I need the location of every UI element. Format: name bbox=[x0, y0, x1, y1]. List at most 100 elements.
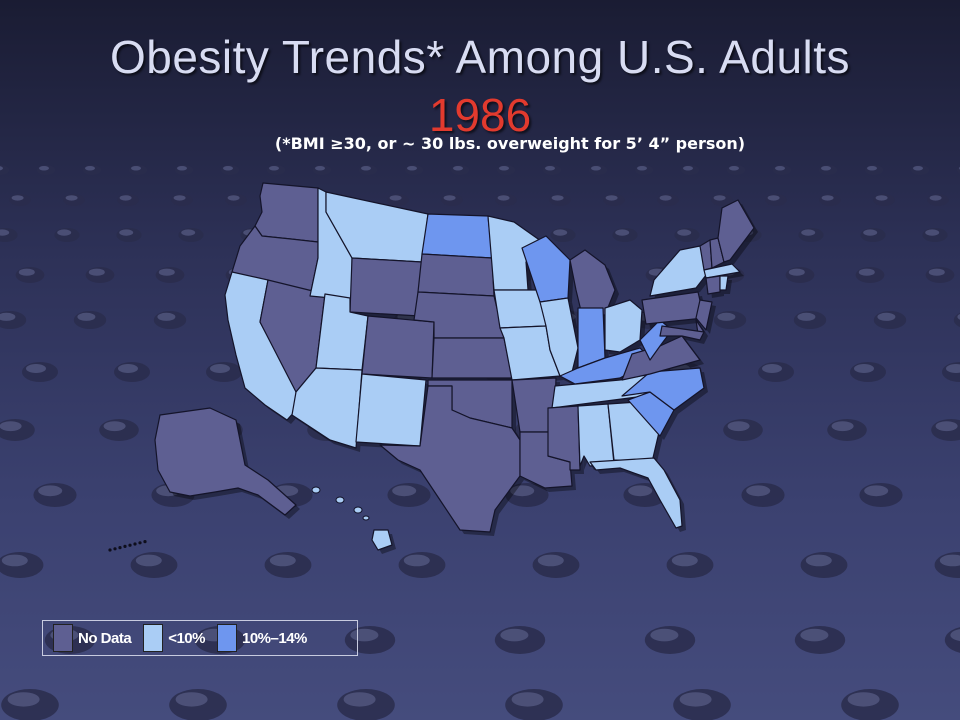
state-sd bbox=[417, 253, 495, 297]
state-hi-island bbox=[353, 506, 363, 514]
background-dot-highlight bbox=[57, 229, 72, 236]
state-ak-aleutian bbox=[133, 542, 137, 546]
page-title: Obesity Trends* Among U.S. Adults bbox=[109, 31, 851, 83]
background-dot-highlight bbox=[729, 166, 739, 171]
background-dot-highlight bbox=[500, 628, 529, 642]
state-hi-island bbox=[362, 515, 370, 521]
background-dot-highlight bbox=[746, 485, 771, 497]
state-fl bbox=[589, 457, 683, 529]
background-dot-highlight bbox=[875, 195, 888, 201]
background-dot-highlight bbox=[131, 166, 141, 171]
state-nj bbox=[695, 299, 713, 331]
state-ak-aleutian bbox=[108, 548, 112, 552]
background-dot-highlight bbox=[867, 166, 877, 171]
background-dot-highlight bbox=[157, 312, 176, 321]
legend-label-10-14: 10%–14% bbox=[241, 629, 307, 647]
background-dot-highlight bbox=[1, 554, 28, 567]
background-dot-highlight bbox=[26, 364, 46, 373]
background-dot-highlight bbox=[935, 421, 958, 432]
background-dot-highlight bbox=[713, 195, 726, 201]
background-dot-highlight bbox=[628, 485, 653, 497]
legend-label-no-data: No Data bbox=[78, 629, 132, 647]
background-dot-highlight bbox=[928, 268, 945, 276]
background-dot-highlight bbox=[361, 166, 371, 171]
background-dot-highlight bbox=[821, 166, 831, 171]
background-dot-highlight bbox=[877, 312, 896, 321]
background-dot-highlight bbox=[11, 195, 24, 201]
background-dot-highlight bbox=[683, 166, 693, 171]
background-dot-highlight bbox=[443, 195, 456, 201]
background-dot-highlight bbox=[39, 166, 49, 171]
state-hi-island bbox=[335, 496, 345, 504]
background-dot-highlight bbox=[177, 166, 187, 171]
state-mi bbox=[569, 249, 616, 316]
background-dot-highlight bbox=[269, 554, 296, 567]
background-dot-highlight bbox=[407, 166, 417, 171]
background-dot-highlight bbox=[821, 195, 834, 201]
background-dot-highlight bbox=[679, 692, 712, 707]
background-dot-highlight bbox=[223, 166, 233, 171]
state-ak-aleutian bbox=[138, 541, 142, 545]
background-dot-highlight bbox=[103, 421, 126, 432]
background-dot-highlight bbox=[173, 195, 186, 201]
background-dot-highlight bbox=[939, 554, 960, 567]
state-ma bbox=[703, 263, 741, 279]
background-dot-highlight bbox=[497, 195, 510, 201]
legend-swatch-10-14 bbox=[216, 624, 237, 652]
background-dot-highlight bbox=[788, 268, 805, 276]
state-ak-aleutian bbox=[123, 544, 127, 549]
background-dot-highlight bbox=[7, 692, 40, 707]
background-dot-highlight bbox=[801, 229, 816, 236]
background-dot-highlight bbox=[950, 629, 960, 642]
background-dot-highlight bbox=[403, 554, 430, 567]
background-dot-highlight bbox=[119, 195, 132, 201]
background-dot-highlight bbox=[553, 229, 568, 236]
state-co bbox=[361, 315, 435, 379]
background-dot-highlight bbox=[510, 485, 535, 497]
background-dot-highlight bbox=[847, 692, 880, 707]
background-dot-highlight bbox=[227, 195, 240, 201]
background-dot-highlight bbox=[158, 268, 175, 276]
background-dot-highlight bbox=[797, 312, 816, 321]
background-dot-highlight bbox=[605, 195, 618, 201]
states bbox=[108, 182, 755, 552]
legend-swatch-under-10 bbox=[143, 624, 164, 652]
background-dot-highlight bbox=[0, 166, 3, 171]
background-dot-highlight bbox=[650, 628, 679, 642]
background-dot-highlight bbox=[38, 485, 63, 497]
state-wa bbox=[254, 182, 319, 243]
background-dot-highlight bbox=[863, 229, 878, 236]
state-ri bbox=[719, 275, 729, 291]
background-dot-highlight bbox=[88, 268, 105, 276]
background-dot-highlight bbox=[453, 166, 463, 171]
background-dot-highlight bbox=[831, 421, 854, 432]
background-dot-highlight bbox=[805, 554, 832, 567]
state-nm bbox=[355, 373, 427, 447]
background-dot-highlight bbox=[957, 314, 960, 320]
background-dot-highlight bbox=[659, 195, 672, 201]
background-dot-highlight bbox=[615, 229, 630, 236]
background-dot-highlight bbox=[925, 229, 940, 236]
state-tx bbox=[379, 385, 521, 533]
background-dot-highlight bbox=[0, 312, 16, 321]
state-ct bbox=[705, 275, 721, 295]
background-dot-highlight bbox=[118, 364, 138, 373]
background-dot-highlight bbox=[671, 554, 698, 567]
state-ak-aleutian bbox=[128, 543, 132, 547]
background-dot-highlight bbox=[269, 166, 279, 171]
state-wy bbox=[349, 257, 423, 317]
year-label: 1986 bbox=[428, 89, 532, 141]
legend: No Data <10% 10%–14% bbox=[42, 620, 358, 656]
background-dot-highlight bbox=[946, 364, 960, 373]
legend-swatch-no-data bbox=[53, 624, 73, 652]
background-dot-highlight bbox=[913, 166, 923, 171]
state-ak-aleutian bbox=[143, 540, 147, 544]
background-dot-highlight bbox=[18, 268, 35, 276]
background-dot-highlight bbox=[767, 195, 780, 201]
state-ak bbox=[154, 407, 297, 516]
background-dot-highlight bbox=[119, 229, 134, 236]
background-dot-highlight bbox=[677, 229, 692, 236]
state-me bbox=[717, 199, 755, 263]
background-dot-highlight bbox=[727, 421, 750, 432]
